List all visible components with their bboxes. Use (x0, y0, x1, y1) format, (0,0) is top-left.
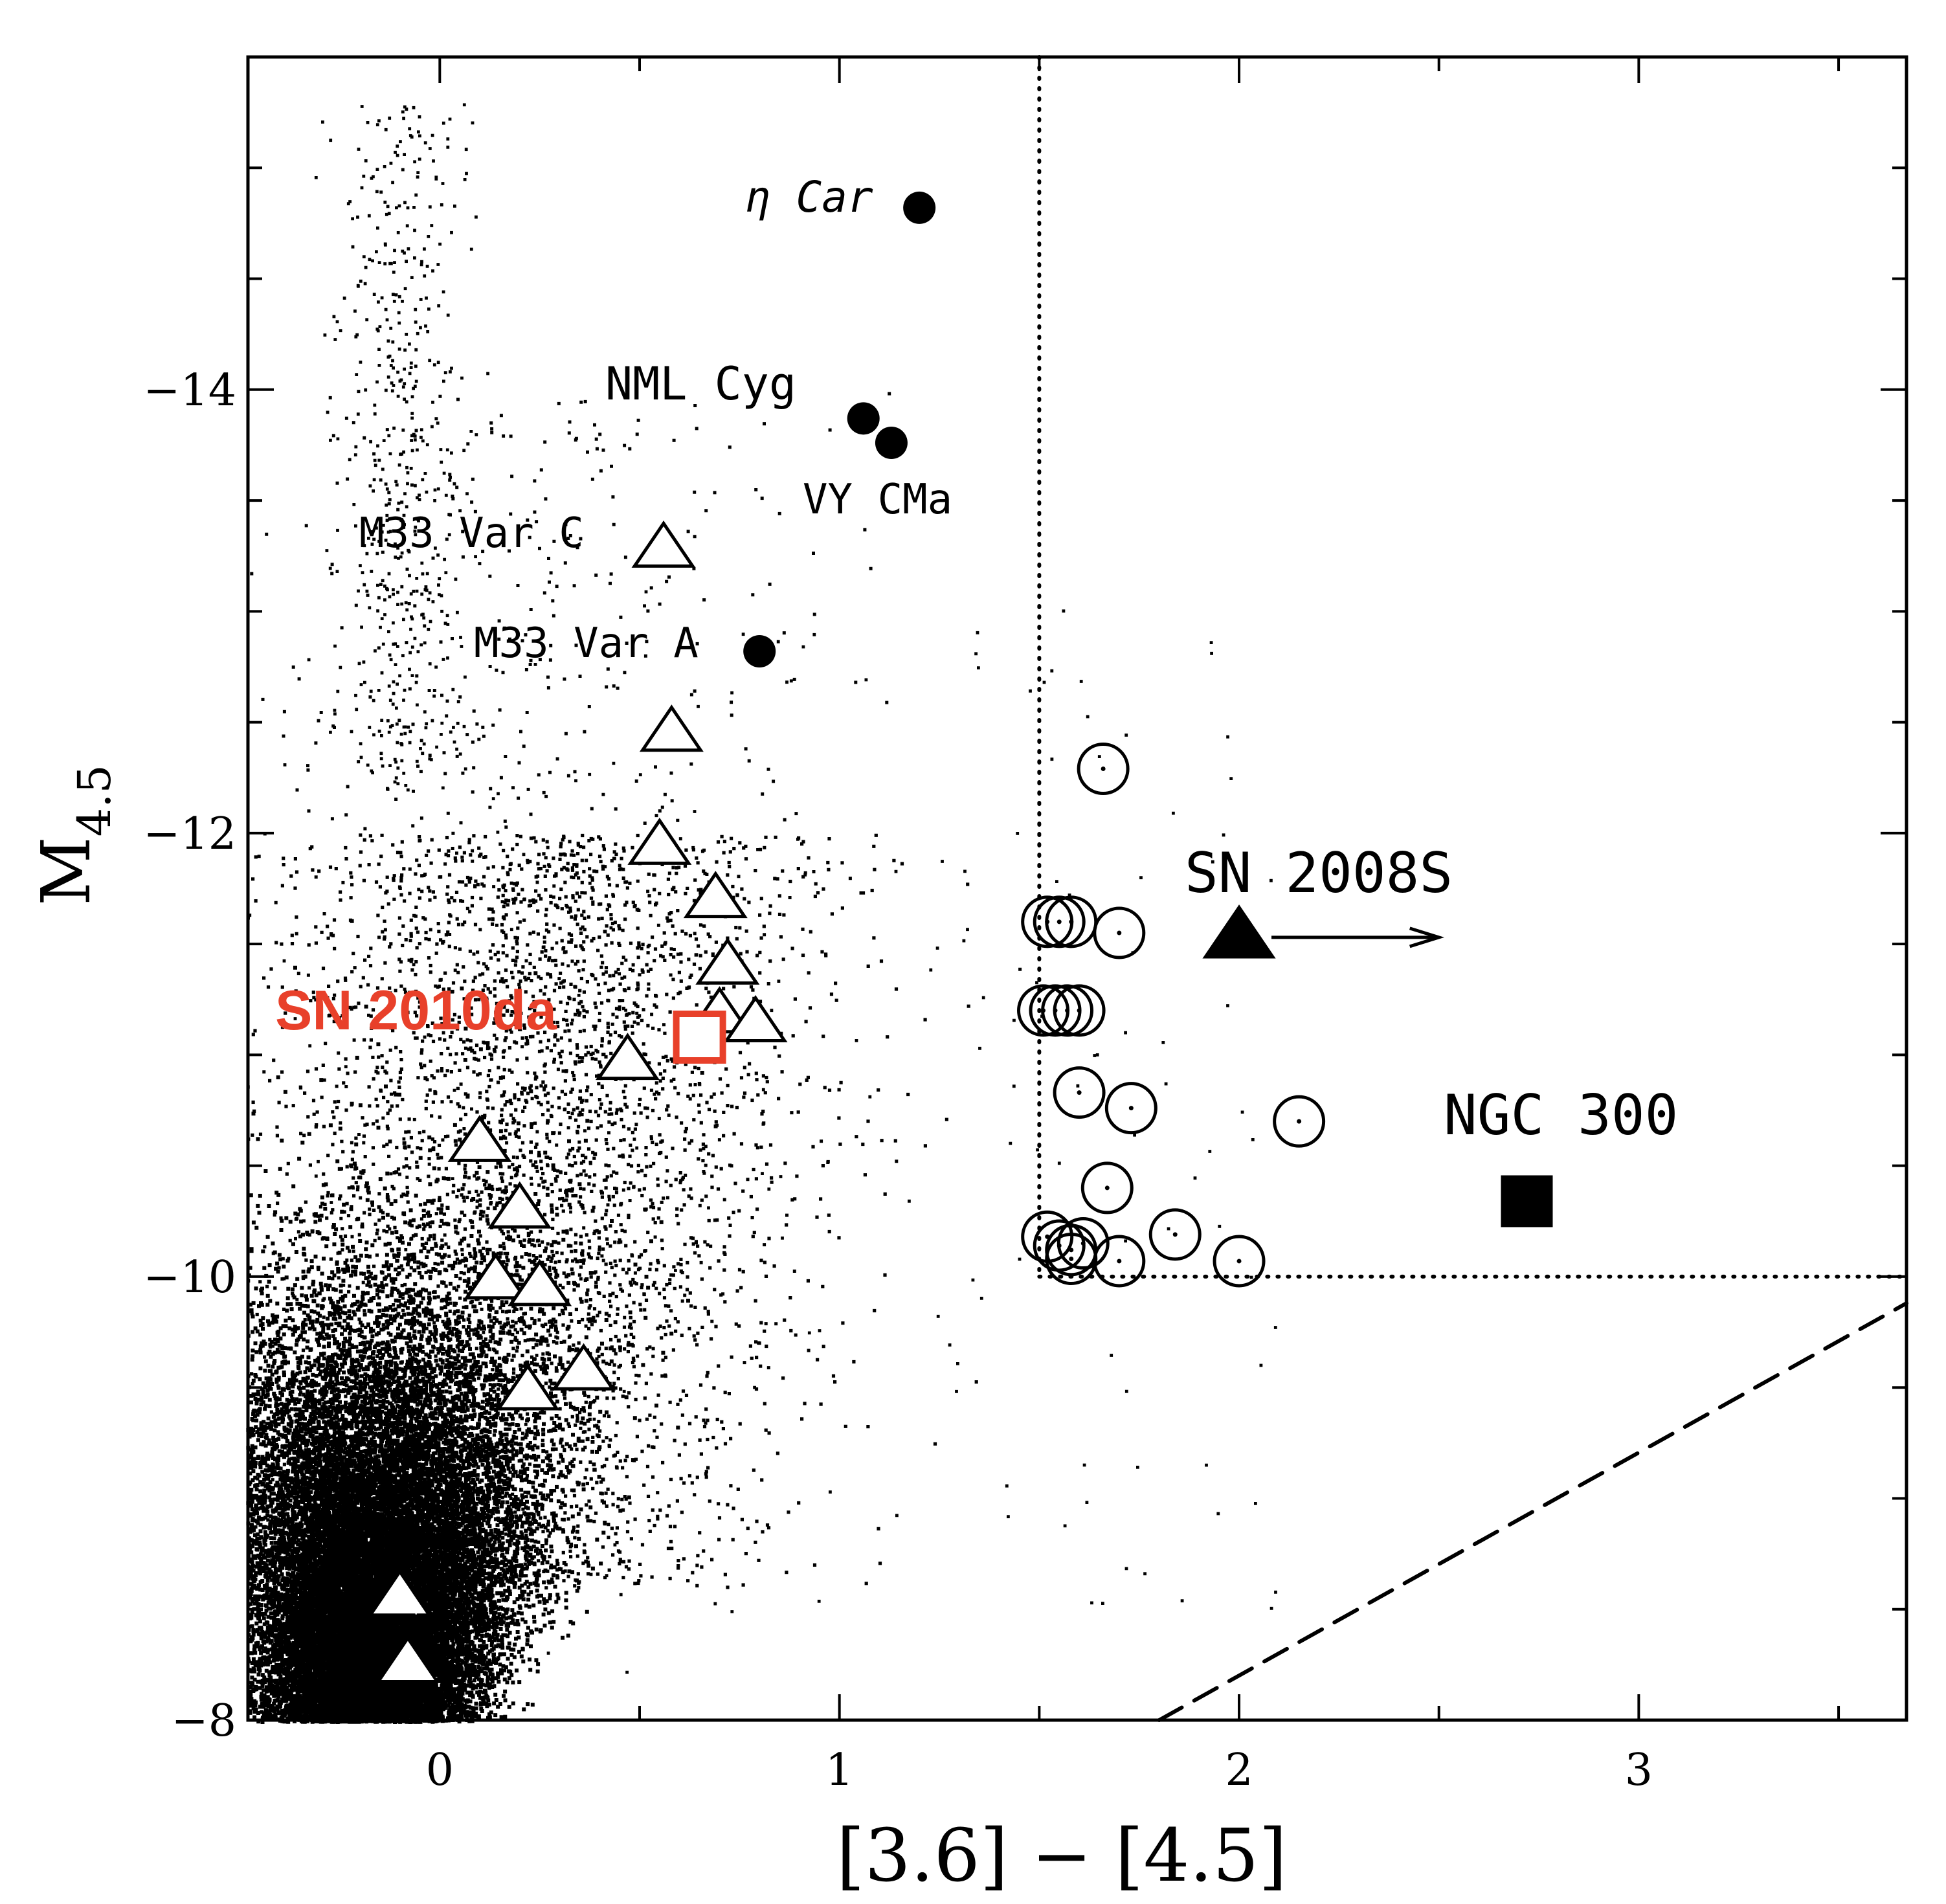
open-circle-center-dot (1065, 1008, 1070, 1013)
filled-circle-marker (847, 402, 880, 435)
open-circle-center-dot (1057, 919, 1062, 924)
filled-circle-marker (743, 634, 776, 667)
open-triangle-marker (508, 1259, 572, 1306)
open-circle-center-dot (1128, 1106, 1134, 1111)
open-triangle-marker (552, 1343, 616, 1391)
open-circle-marker (1093, 906, 1146, 959)
y-axis-title-main: M (27, 836, 106, 906)
open-circle-center-dot (1236, 1259, 1242, 1264)
open-circle-center-dot (1069, 1248, 1074, 1253)
y-tick-label: −14 (143, 365, 236, 416)
open-circle-marker (1213, 1235, 1266, 1288)
label-vy-cma: VY CMa (803, 476, 952, 524)
filled-circle-marker (903, 191, 936, 224)
open-triangle-marker (695, 937, 760, 985)
label-m33-var-c: M33 Var C (359, 510, 584, 557)
open-circle-marker (1057, 1217, 1110, 1270)
axis-ticks (248, 56, 1907, 1721)
open-triangle-marker (447, 1114, 512, 1162)
label-m33-var-a: M33 Var A (474, 620, 699, 667)
x-tick-label: 1 (825, 1745, 853, 1796)
reference-lines (1037, 55, 1908, 1722)
open-triangle-marker (464, 1252, 528, 1300)
label-nml-cyg: NML Cyg (605, 357, 796, 410)
open-triangle-marker (495, 1363, 560, 1411)
open-circle-marker (1053, 1066, 1106, 1119)
x-tick-label: 2 (1225, 1745, 1253, 1796)
arrow-head (1409, 926, 1445, 948)
open-circle-center-dot (1104, 1185, 1110, 1191)
open-circle-marker (1053, 984, 1106, 1037)
filled-circle-marker (875, 427, 908, 460)
open-triangle-marker (627, 817, 692, 865)
open-triangle-marker (487, 1181, 552, 1229)
filled-triangle-marker (1202, 904, 1276, 959)
open-circle-center-dot (1297, 1119, 1302, 1124)
y-tick-label: −12 (143, 809, 236, 860)
x-tick-label: 3 (1625, 1745, 1653, 1796)
open-triangle-marker (595, 1033, 660, 1081)
open-circle-marker (1041, 984, 1094, 1037)
open-circle-center-dot (1069, 919, 1074, 924)
plot-frame (246, 55, 1908, 1722)
filled-triangle-marker (373, 1574, 427, 1614)
open-triangle-marker (683, 871, 748, 919)
data-markers (373, 191, 1553, 1680)
y-axis-title-subscript: 4.5 (68, 765, 121, 836)
open-square-marker (673, 1010, 726, 1064)
open-circle-marker (1077, 743, 1130, 796)
filled-square-marker (1501, 1175, 1553, 1227)
x-tick-label: 0 (426, 1745, 454, 1796)
open-triangle-marker (639, 704, 704, 752)
y-tick-label: −8 (172, 1696, 236, 1747)
label-sn-2010da: SN 2010da (275, 980, 557, 1042)
open-circle-marker (1148, 1208, 1202, 1261)
open-circle-center-dot (1117, 1259, 1122, 1264)
open-circle-center-dot (1117, 930, 1122, 935)
y-axis-title: M4.5 (27, 765, 121, 906)
open-circle-center-dot (1069, 1257, 1074, 1262)
open-circle-marker (1273, 1095, 1326, 1148)
open-triangle-marker (631, 520, 696, 568)
filled-triangle-marker (381, 1641, 434, 1680)
open-circle-marker (1033, 895, 1086, 948)
open-circle-center-dot (1077, 1008, 1082, 1013)
y-tick-label: −10 (143, 1252, 236, 1303)
open-circle-marker (1080, 1161, 1134, 1215)
open-circle-center-dot (1172, 1232, 1178, 1237)
x-axis-title: [3.6] − [4.5] (836, 1814, 1287, 1898)
open-triangle-marker (723, 994, 788, 1042)
open-circle-center-dot (1077, 1090, 1082, 1095)
label-eta-car: η Car (744, 172, 873, 222)
open-circle-center-dot (1080, 1241, 1086, 1246)
label-ngc-300: NGC 300 (1444, 1083, 1678, 1148)
background-star-population (246, 103, 1277, 1724)
label-sn-2008s: SN 2008S (1185, 841, 1453, 906)
open-circle-marker (1093, 1235, 1146, 1288)
open-circle-center-dot (1101, 767, 1106, 772)
open-circle-marker (1104, 1082, 1158, 1135)
background-dot-cloud (246, 103, 1277, 1724)
dashed-reference-line (1157, 1301, 1908, 1722)
